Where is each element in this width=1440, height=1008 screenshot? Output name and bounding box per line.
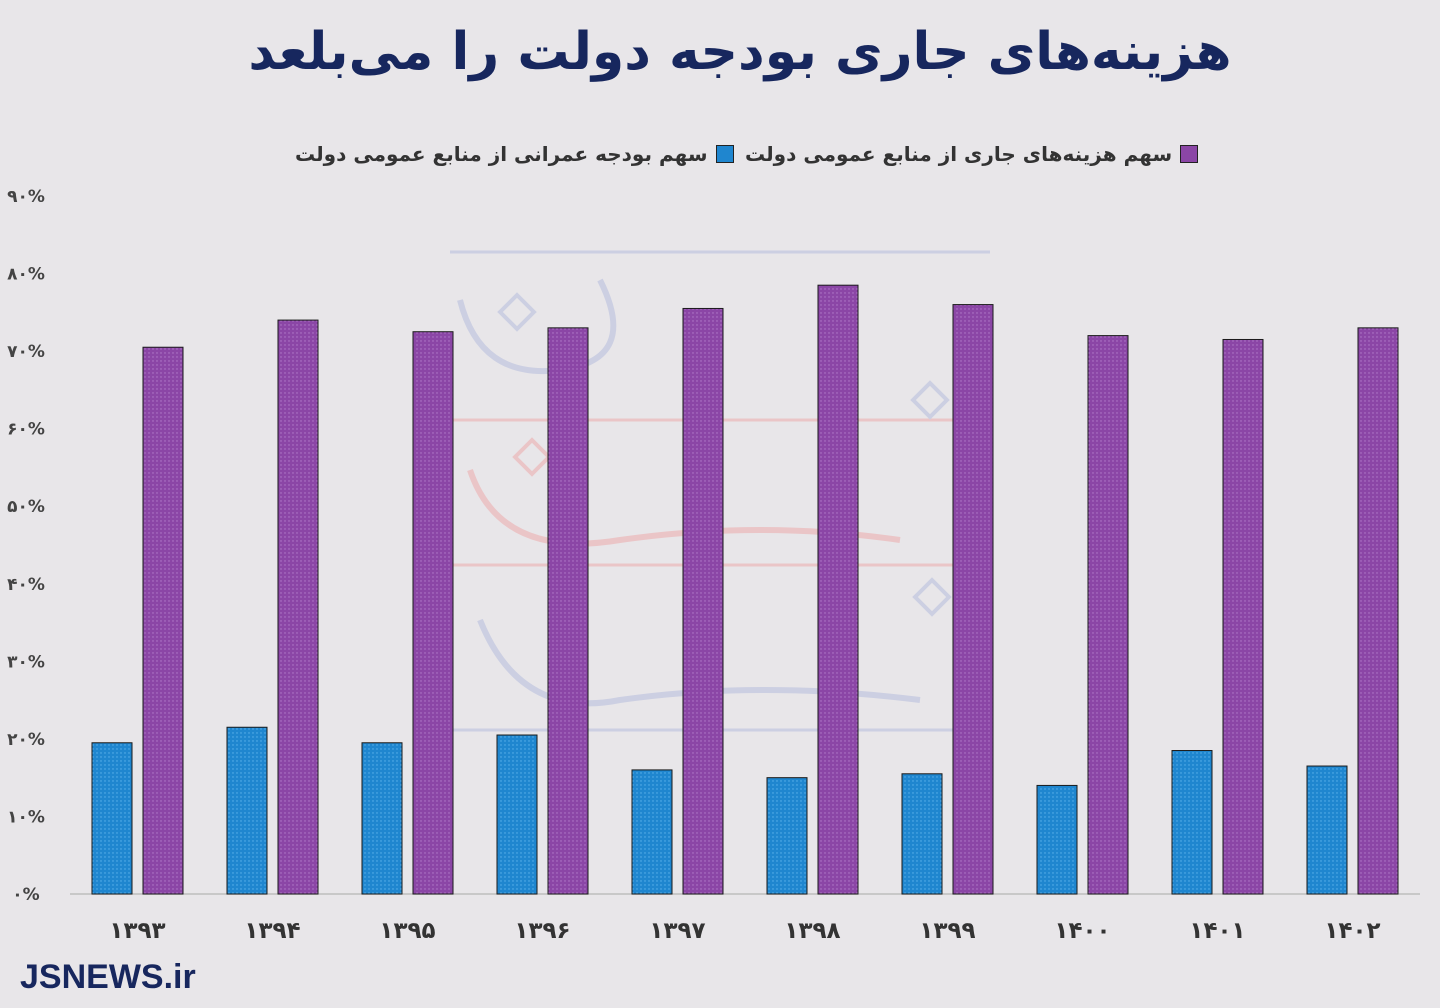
bar-current — [1222, 338, 1264, 895]
x-tick-label: ۱۳۹۷ — [649, 918, 705, 944]
y-tick-label: ۰% — [12, 885, 39, 905]
bar-development — [901, 773, 943, 895]
bar-current — [142, 346, 184, 895]
y-tick-label: ۵۰% — [7, 497, 45, 517]
x-tick-label: ۱۳۹۶ — [514, 918, 570, 944]
x-tick-label: ۱۳۹۸ — [784, 918, 840, 944]
y-tick-label: ۸۰% — [7, 265, 45, 285]
y-tick-label: ۶۰% — [7, 420, 45, 440]
bar-development — [1306, 765, 1348, 895]
legend-label-current: سهم هزینه‌های جاری از منابع عمومی دولت — [745, 142, 1173, 166]
bar-development — [91, 742, 133, 895]
y-tick-label: ۹۰% — [7, 187, 45, 207]
bar-current — [277, 319, 319, 895]
x-tick-label: ۱۳۹۳ — [109, 918, 165, 944]
bar-development — [361, 742, 403, 895]
x-tick-label: ۱۴۰۰ — [1054, 918, 1110, 944]
x-tick-label: ۱۴۰۲ — [1324, 918, 1380, 944]
bar-development — [1171, 750, 1213, 895]
bar-current — [547, 327, 589, 895]
x-tick-label: ۱۳۹۵ — [379, 918, 435, 944]
legend: سهم هزینه‌های جاری از منابع عمومی دولت س… — [0, 142, 1440, 172]
y-tick-label: ۱۰% — [7, 807, 45, 827]
bar-development — [631, 769, 673, 895]
chart-title: هزینه‌های جاری بودجه دولت را می‌بلعد — [248, 22, 1232, 82]
y-tick-label: ۴۰% — [7, 575, 45, 595]
legend-item-current: سهم هزینه‌های جاری از منابع عمومی دولت — [745, 142, 1199, 166]
bar-development — [226, 726, 268, 895]
bar-current — [1357, 327, 1399, 895]
x-tick-label: ۱۳۹۹ — [919, 918, 975, 944]
bar-current — [817, 284, 859, 895]
bar-current — [952, 304, 994, 895]
legend-item-development: سهم بودجه عمرانی از منابع عمومی دولت — [295, 142, 734, 166]
bar-current — [1087, 335, 1129, 895]
bar-development — [496, 734, 538, 895]
bar-current — [682, 307, 724, 895]
y-tick-label: ۲۰% — [7, 730, 45, 750]
source-label: JSNEWS.ir — [20, 958, 196, 996]
bar-current — [412, 331, 454, 895]
legend-swatch-current — [1180, 145, 1199, 163]
bar-development — [766, 777, 808, 895]
x-tick-label: ۱۳۹۴ — [244, 918, 300, 944]
legend-label-development: سهم بودجه عمرانی از منابع عمومی دولت — [295, 142, 708, 166]
y-tick-label: ۷۰% — [7, 342, 45, 362]
legend-swatch-development — [715, 145, 734, 163]
x-tick-label: ۱۴۰۱ — [1189, 918, 1245, 944]
y-tick-label: ۳۰% — [7, 652, 45, 672]
bar-development — [1036, 784, 1078, 895]
